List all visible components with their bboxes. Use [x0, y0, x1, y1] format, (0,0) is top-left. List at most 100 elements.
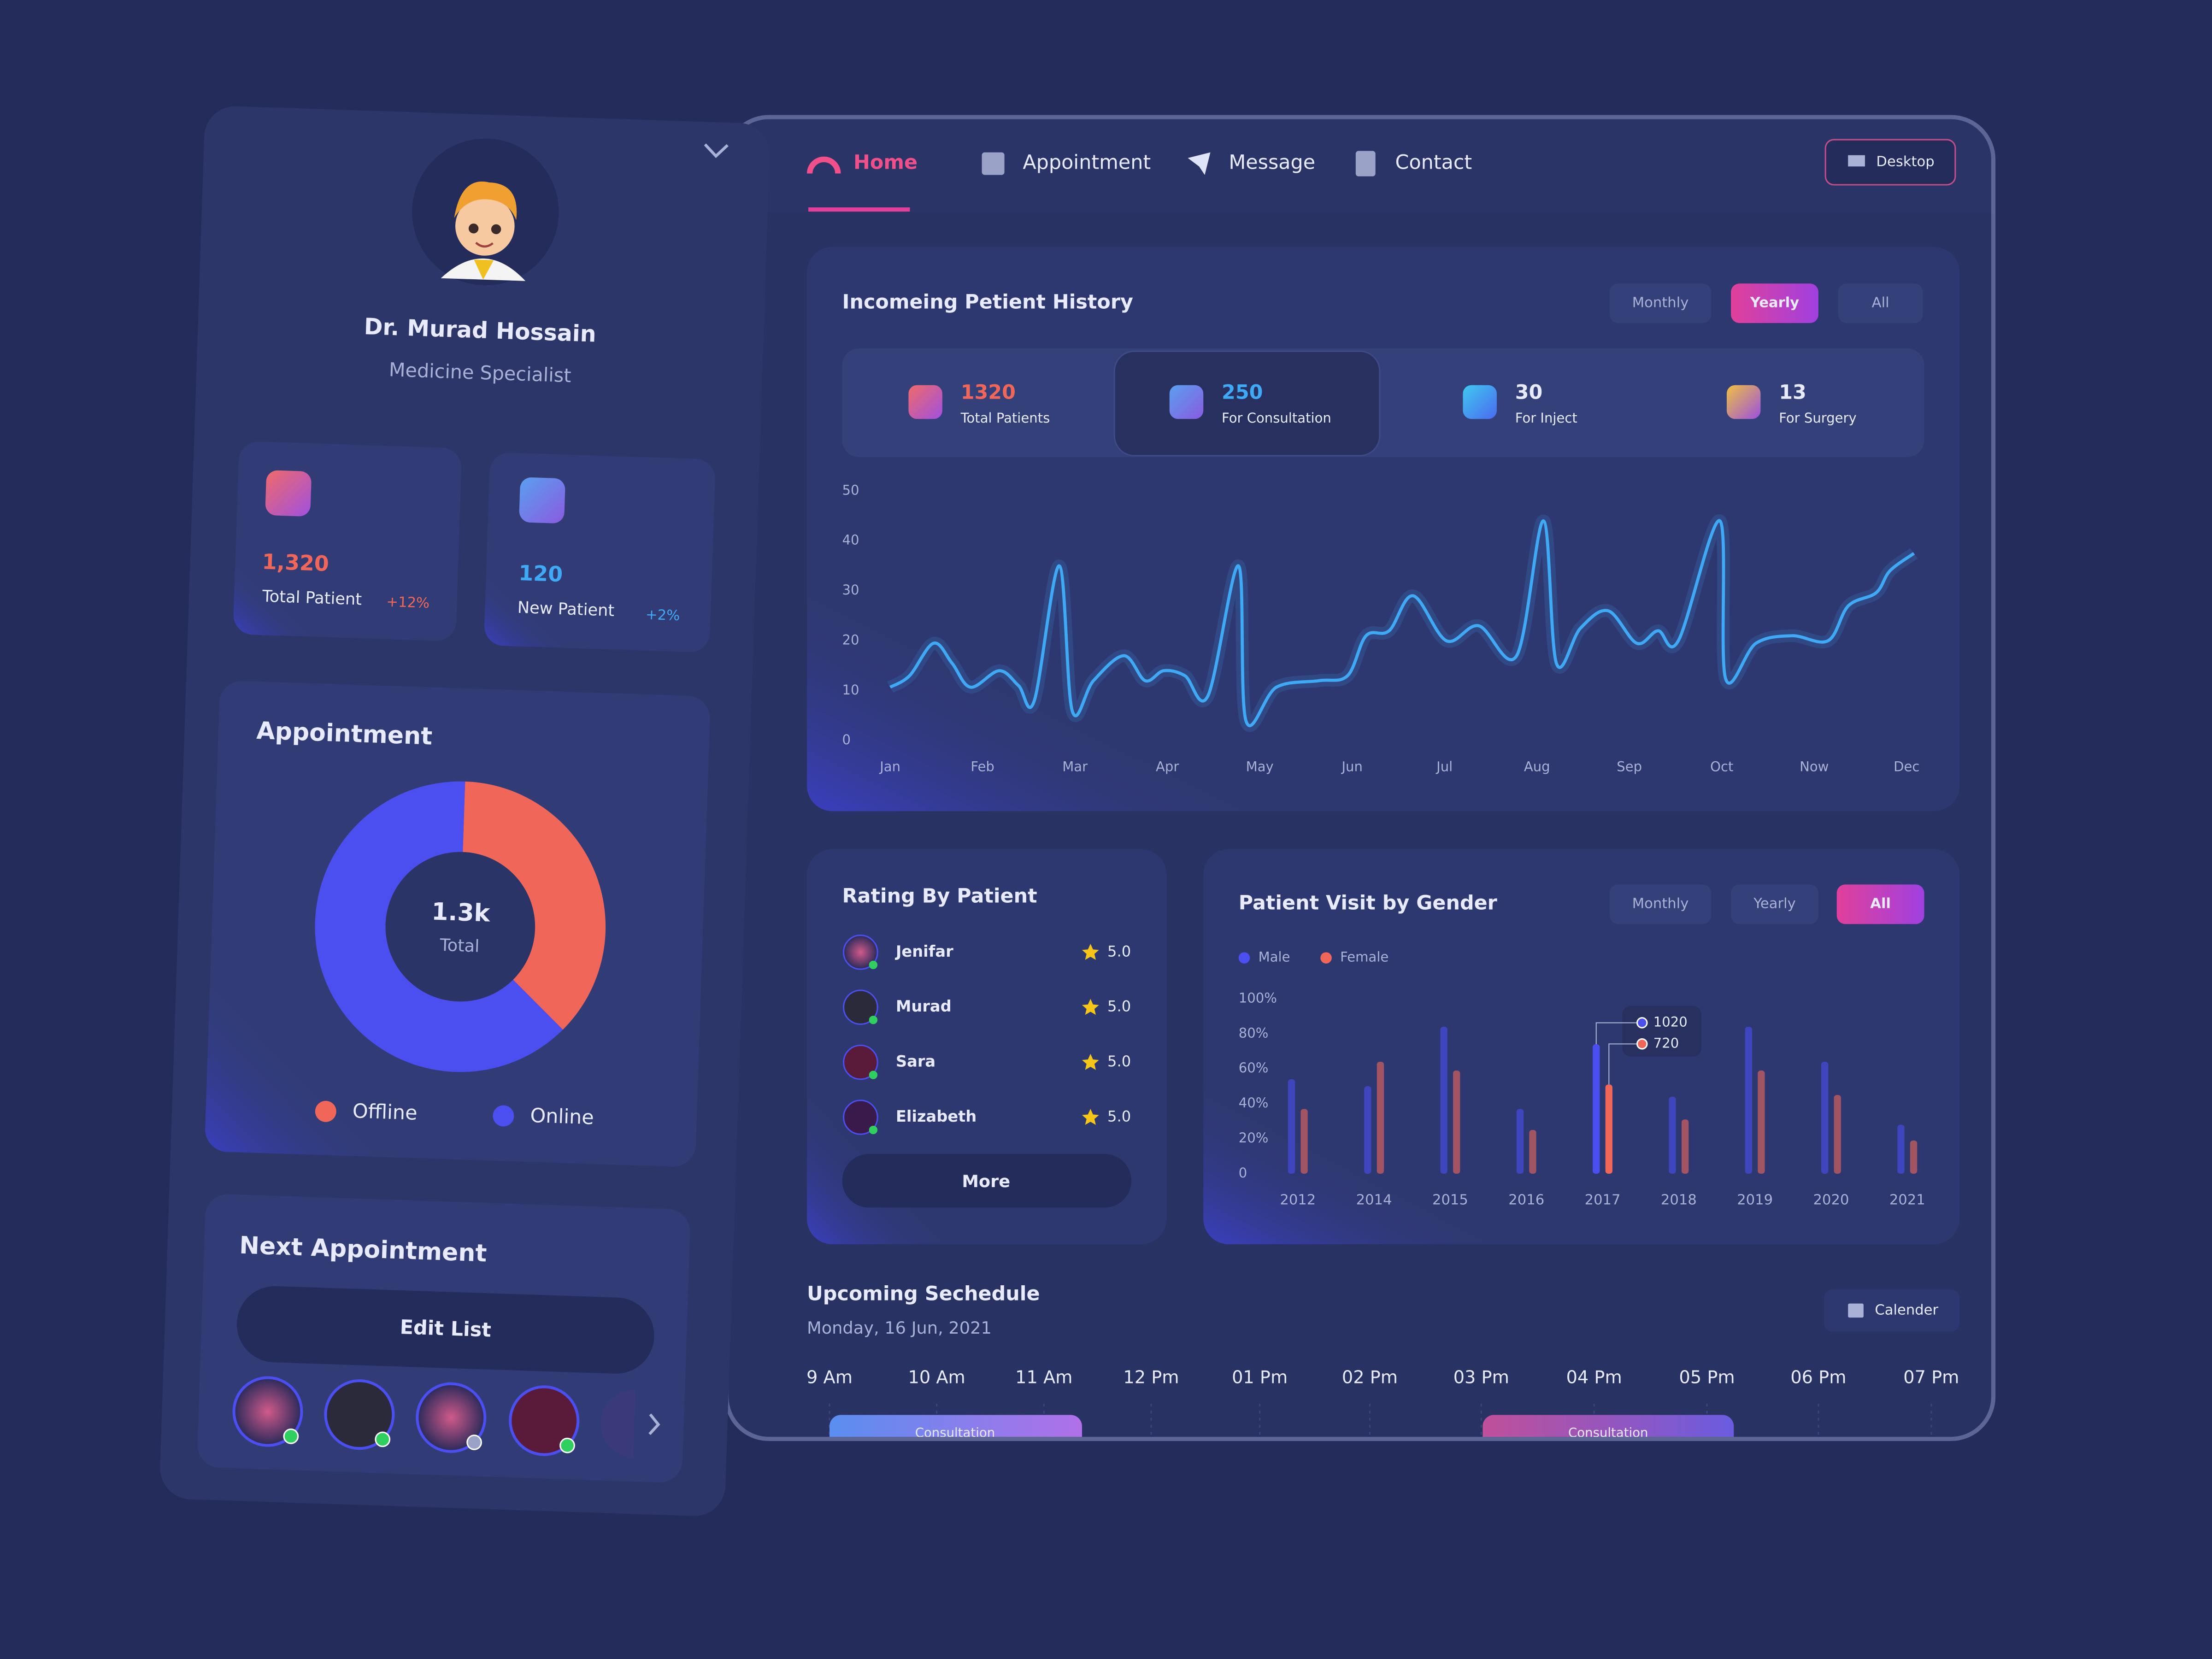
tab-label[interactable]: All	[1872, 295, 1889, 311]
nav-item[interactable]: Home	[853, 151, 918, 174]
stat-icon	[908, 385, 942, 419]
status-dot	[869, 1016, 878, 1024]
y-tick-label: 80%	[1239, 1025, 1269, 1041]
avatar[interactable]	[843, 935, 878, 970]
x-tick-label: Oct	[1710, 759, 1733, 774]
nav-item[interactable]: Contact	[1395, 151, 1472, 174]
collapse-chevron[interactable]	[704, 143, 729, 158]
x-tick-label: 2017	[1585, 1192, 1621, 1208]
tooltip-leader	[1595, 1022, 1637, 1045]
avatar-partial[interactable]	[600, 1389, 635, 1458]
stat-icon	[1169, 385, 1204, 419]
card-glow	[807, 849, 1167, 1244]
rating-list: Jenifar 5.0 Murad 5.0 Sara 5.0 Elizabeth 5.0	[843, 935, 1131, 1135]
nav-underline	[808, 207, 910, 212]
x-tick-label: 2018	[1661, 1192, 1697, 1208]
avatar[interactable]	[324, 1379, 395, 1450]
edit-label[interactable]: Edit List	[400, 1316, 492, 1342]
bar	[1529, 1130, 1536, 1174]
sidebar: Dr. Murad Hossain Medicine Specialist 1,…	[160, 106, 770, 1516]
tab-label[interactable]: Yearly	[1753, 896, 1795, 912]
patient-score: 5.0	[1107, 1053, 1131, 1070]
star	[1082, 999, 1099, 1015]
stat-label: For Inject	[1515, 410, 1577, 426]
time-label: 01 Pm	[1232, 1367, 1288, 1388]
event-label[interactable]: Consultation	[915, 1425, 995, 1440]
event-label[interactable]: Consultation	[1568, 1425, 1648, 1440]
edit-button[interactable]	[235, 1285, 655, 1375]
card-glow	[807, 247, 1960, 812]
x-tick-label: 2021	[1889, 1192, 1925, 1208]
bar	[1377, 1062, 1384, 1174]
x-tick-label: Jul	[1435, 759, 1453, 774]
stat-change: +12%	[386, 594, 430, 612]
tab-label[interactable]: Monthly	[1632, 295, 1689, 311]
avatar[interactable]	[509, 1385, 580, 1456]
x-tick-label: Feb	[971, 759, 994, 774]
bar	[1745, 1027, 1753, 1174]
next-chevron[interactable]	[648, 1413, 660, 1435]
more-label[interactable]: More	[962, 1171, 1010, 1191]
calendar-label[interactable]: Calender	[1875, 1302, 1938, 1318]
y-tick-label: 100%	[1239, 990, 1277, 1006]
stat-value: 13	[1779, 381, 1806, 404]
tab[interactable]	[1609, 884, 1712, 924]
nav-icons	[807, 151, 1376, 176]
bar	[1605, 1084, 1612, 1174]
patient-score: 5.0	[1107, 942, 1131, 960]
legend-label: Female	[1340, 949, 1388, 965]
tab-label[interactable]: Yearly	[1750, 295, 1799, 311]
x-tick-label: Now	[1800, 759, 1829, 774]
x-tick-label: Mar	[1062, 759, 1088, 774]
bar	[1758, 1070, 1765, 1174]
tab[interactable]	[1609, 283, 1712, 324]
nav-item[interactable]: Appointment	[1023, 151, 1151, 174]
tab[interactable]	[1731, 884, 1818, 924]
x-tick-label: 2020	[1813, 1192, 1849, 1208]
avatar[interactable]	[843, 1100, 878, 1135]
card-title: Incomeing Petient History	[842, 291, 1133, 314]
event-bar[interactable]	[829, 1415, 1082, 1457]
patient-name: Elizabeth	[896, 1107, 977, 1125]
time-label: 12 Pm	[1123, 1367, 1179, 1388]
desktop-label[interactable]: Desktop	[1876, 154, 1934, 170]
y-tick-label: 10	[842, 682, 859, 698]
stat-value: 1320	[961, 381, 1016, 404]
event-bar[interactable]	[1483, 1415, 1734, 1457]
tooltip-label: 1020	[1653, 1014, 1688, 1030]
avatar[interactable]	[416, 1382, 487, 1453]
stat-label: Total Patients	[960, 410, 1050, 426]
tab-label[interactable]: Monthly	[1632, 896, 1689, 912]
patient-name: Jenifar	[895, 942, 953, 960]
avatar[interactable]	[232, 1376, 303, 1447]
y-tick-label: 60%	[1239, 1060, 1269, 1076]
card-title: Appointment	[256, 717, 433, 751]
stat-icon	[1726, 385, 1761, 419]
bar	[1364, 1086, 1371, 1174]
calendar-button[interactable]	[1824, 1289, 1960, 1332]
more-button[interactable]	[842, 1154, 1132, 1208]
patient-score: 5.0	[1107, 1107, 1131, 1125]
donut-slice	[463, 781, 606, 1030]
avatar[interactable]	[843, 1044, 878, 1080]
tab[interactable]	[1838, 283, 1923, 324]
donut-slice	[315, 781, 563, 1072]
status-dot	[869, 960, 878, 970]
stat-icon	[265, 470, 312, 517]
tab-label[interactable]: All	[1870, 896, 1891, 912]
nav-item[interactable]: Message	[1229, 151, 1315, 174]
stat-label: New Patient	[517, 598, 615, 620]
card-title: Rating By Patient	[842, 884, 1037, 907]
desktop-button[interactable]	[1824, 139, 1956, 186]
tab-active[interactable]	[1836, 884, 1924, 924]
x-tick-label: May	[1246, 759, 1274, 774]
avatar[interactable]	[843, 989, 878, 1025]
y-tick-label: 30	[842, 582, 859, 598]
tab-active[interactable]	[1731, 283, 1818, 324]
y-tick-label: 20	[842, 632, 859, 647]
stat-change: +2%	[645, 607, 680, 624]
schedule-times: 9 Am 10 Am 11 Am 12 Pm 01 Pm 02 Pm 03 Pm 04 Pm 0…	[806, 1367, 1959, 1439]
bar-chart: 0 20% 40% 60% 80% 100% Male Female 2012 2014 2015 2…	[1238, 949, 1925, 1208]
x-tick-label: 2016	[1508, 1192, 1544, 1208]
legend-label: Online	[530, 1104, 594, 1130]
